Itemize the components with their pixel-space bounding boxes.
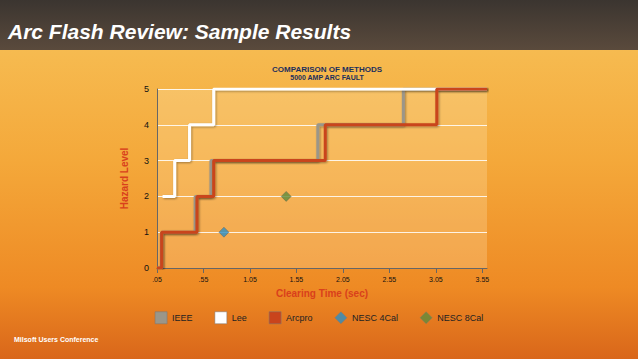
svg-text:1.55: 1.55 <box>290 276 304 283</box>
svg-text:COMPARISON OF METHODS: COMPARISON OF METHODS <box>272 65 383 74</box>
svg-text:NESC 4Cal: NESC 4Cal <box>352 313 398 323</box>
svg-text:0: 0 <box>144 263 149 273</box>
html-text:Milsoft Users Conference: Milsoft Users Conference <box>14 336 99 343</box>
svg-text:Hazard Level: Hazard Level <box>119 147 130 209</box>
svg-text:1.05: 1.05 <box>243 276 257 283</box>
svg-text:Lee: Lee <box>232 313 247 323</box>
svg-text:2.55: 2.55 <box>383 276 397 283</box>
svg-text:NESC 8Cal: NESC 8Cal <box>437 313 483 323</box>
svg-text:Clearing Time (sec): Clearing Time (sec) <box>276 288 368 299</box>
svg-text:1: 1 <box>144 227 149 237</box>
svg-text:2.05: 2.05 <box>336 276 350 283</box>
svg-text:IEEE: IEEE <box>172 313 193 323</box>
svg-text:5: 5 <box>144 84 149 94</box>
svg-text:3.55: 3.55 <box>476 276 490 283</box>
svg-text:4: 4 <box>144 120 149 130</box>
svg-text:3.05: 3.05 <box>429 276 443 283</box>
svg-text:3: 3 <box>144 156 149 166</box>
svg-text:Arcpro: Arcpro <box>286 313 313 323</box>
svg-text:.05: .05 <box>152 276 162 283</box>
svg-text:.55: .55 <box>199 276 209 283</box>
svg-text:5000 AMP ARC FAULT: 5000 AMP ARC FAULT <box>290 74 364 81</box>
svg-text:2: 2 <box>144 191 149 201</box>
html-text:Arc Flash Review: Sample Resul: Arc Flash Review: Sample Results <box>8 20 352 43</box>
